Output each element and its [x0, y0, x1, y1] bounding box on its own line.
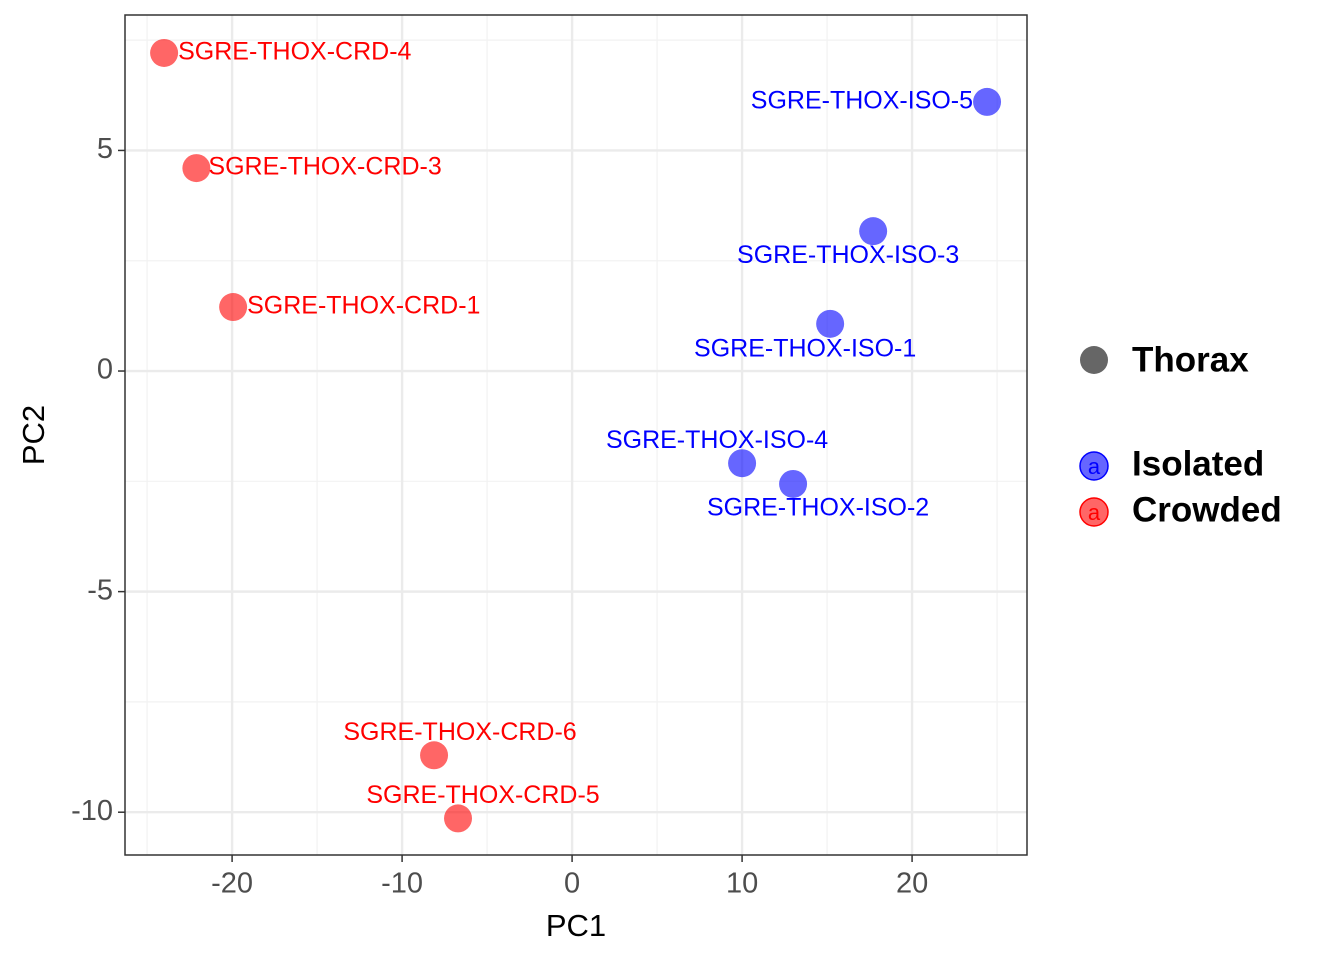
y-tick-label: -10: [71, 795, 113, 827]
point-label: SGRE-THOX-ISO-5: [751, 87, 973, 115]
point: [816, 309, 845, 338]
point-label: SGRE-THOX-CRD-3: [208, 153, 441, 181]
legend-key: [1079, 451, 1109, 481]
point: [859, 217, 888, 246]
point: [420, 741, 449, 770]
x-tick-label: 20: [896, 868, 928, 900]
legend-key-glyph: a: [1088, 500, 1101, 525]
x-tick-label: 0: [564, 868, 580, 900]
x-tick-label: -20: [211, 868, 253, 900]
point: [182, 154, 211, 183]
legend-key: [1079, 497, 1109, 527]
y-tick-label: 5: [97, 133, 113, 165]
plot-border: [124, 14, 1028, 856]
legend-key-glyph: a: [1088, 454, 1101, 479]
point: [728, 449, 757, 478]
point: [444, 804, 473, 833]
point: [219, 293, 248, 322]
point-label: SGRE-THOX-CRD-6: [343, 718, 576, 746]
point: [779, 469, 808, 498]
y-axis-label: PC2: [16, 405, 51, 465]
x-tick-label: -10: [381, 868, 423, 900]
point: [973, 87, 1002, 116]
point-label: SGRE-THOX-ISO-2: [707, 494, 929, 522]
y-tick-label: 0: [97, 354, 113, 386]
legend-title: Thorax: [1132, 340, 1249, 379]
legend-title-key: [1080, 346, 1108, 374]
point-label: SGRE-THOX-ISO-1: [694, 334, 916, 362]
legend-label: Crowded: [1132, 490, 1282, 529]
x-axis-label: PC1: [546, 908, 606, 943]
legend-label: Isolated: [1132, 444, 1264, 483]
point-label: SGRE-THOX-ISO-4: [606, 426, 828, 454]
point-label: SGRE-THOX-CRD-5: [366, 781, 599, 809]
point-label: SGRE-THOX-CRD-4: [178, 38, 411, 66]
y-tick-label: -5: [87, 574, 113, 606]
point: [150, 38, 179, 67]
x-tick-label: 10: [726, 868, 758, 900]
point-label: SGRE-THOX-ISO-3: [737, 241, 959, 269]
point-label: SGRE-THOX-CRD-1: [247, 292, 480, 320]
